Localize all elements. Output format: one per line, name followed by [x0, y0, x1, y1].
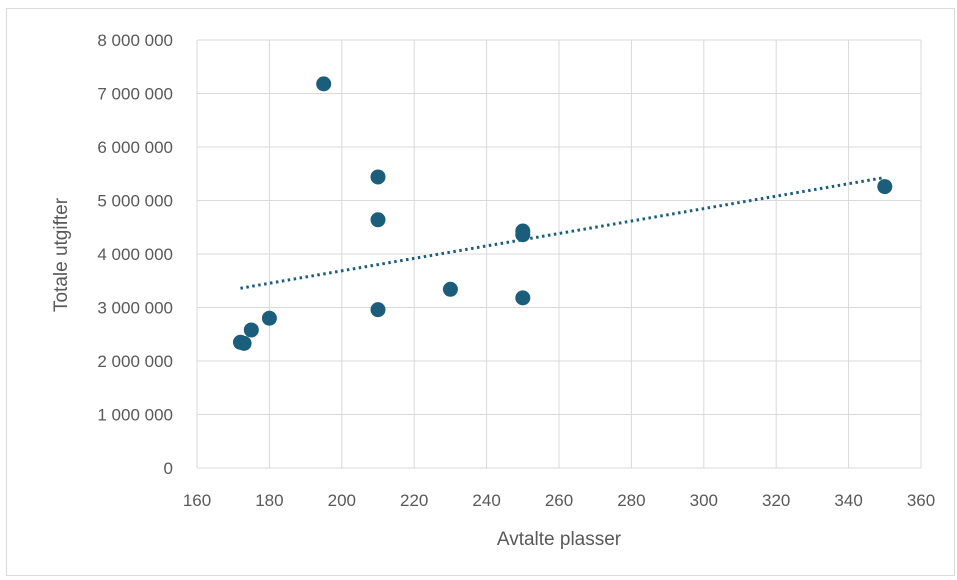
- data-point: [442, 281, 458, 297]
- y-tick-label: 3 000 000: [97, 299, 173, 318]
- chart-area: [6, 8, 955, 576]
- data-point: [316, 76, 332, 92]
- x-tick-label: 340: [834, 491, 862, 510]
- x-tick-label: 200: [328, 491, 356, 510]
- x-tick-label: 320: [762, 491, 790, 510]
- y-axis-ticks: 0 1 000 000 2 000 000 3 000 000 4 000 000 5 0…: [97, 31, 173, 478]
- x-tick-label: 360: [907, 491, 935, 510]
- x-tick-label: 260: [545, 491, 573, 510]
- data-points: [232, 76, 893, 351]
- y-axis-title: Totale utgifter: [51, 197, 72, 312]
- y-tick-label: 2 000 000: [97, 352, 173, 371]
- gridlines: [196, 39, 922, 469]
- trendline-layer: [240, 176, 886, 290]
- x-tick-label: 160: [183, 491, 211, 510]
- y-tick-label: 4 000 000: [97, 245, 173, 264]
- data-point: [370, 169, 386, 185]
- data-point: [243, 322, 259, 338]
- x-tick-label: 240: [472, 491, 500, 510]
- y-tick-label: 6 000 000: [97, 138, 173, 157]
- y-tick-label: 8 000 000: [97, 31, 173, 50]
- data-point: [236, 335, 252, 351]
- x-tick-label: 180: [255, 491, 283, 510]
- data-point: [515, 290, 531, 306]
- y-tick-label: 1 000 000: [97, 406, 173, 425]
- x-axis-title: Avtalte plasser: [497, 529, 622, 550]
- x-axis-ticks: 160 180 200 220 240 260 280 300 320 340 360: [183, 491, 935, 510]
- data-point: [261, 310, 277, 326]
- trendline: [240, 176, 886, 290]
- x-tick-label: 300: [690, 491, 718, 510]
- data-point: [877, 179, 893, 195]
- y-tick-label: 0: [164, 459, 173, 478]
- data-point: [370, 212, 386, 228]
- y-tick-label: 5 000 000: [97, 192, 173, 211]
- x-tick-label: 220: [400, 491, 428, 510]
- x-tick-label: 280: [617, 491, 645, 510]
- y-tick-label: 7 000 000: [97, 85, 173, 104]
- data-point: [515, 227, 531, 243]
- data-point: [370, 302, 386, 318]
